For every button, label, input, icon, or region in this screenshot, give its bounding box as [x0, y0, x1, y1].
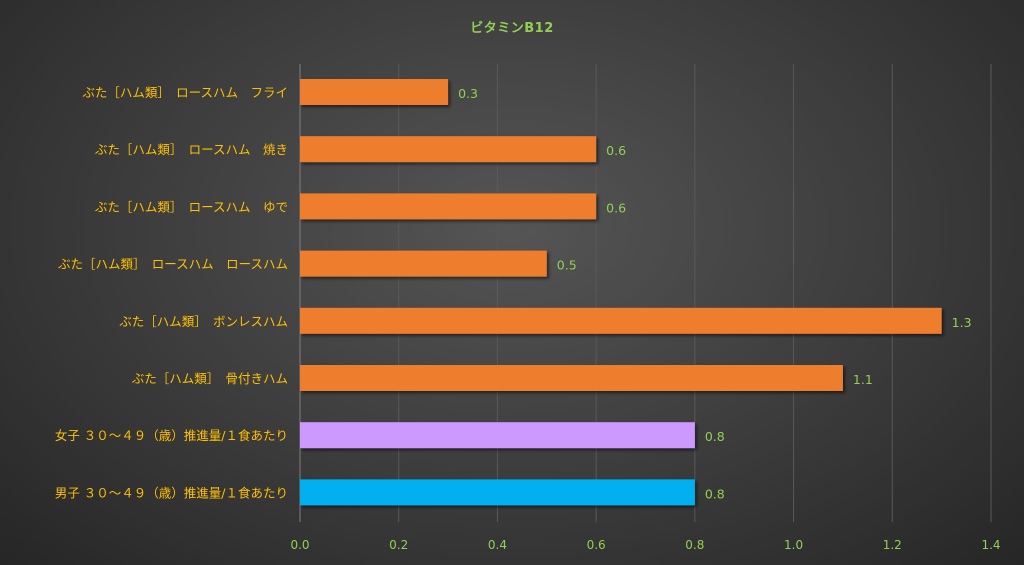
bar: [300, 307, 942, 334]
category-label: 女子 ３０～４９（歳）推進量/１食あたり: [55, 428, 288, 443]
x-tick-label: 0.4: [488, 538, 507, 552]
bar: [300, 479, 695, 506]
x-tick-label: 0.8: [685, 538, 704, 552]
x-tick-label: 1.0: [784, 538, 803, 552]
category-label: ぶた［ハム類］ 骨付きハム: [132, 371, 288, 386]
category-label: ぶた［ハム類］ ロースハム ゆで: [95, 199, 288, 214]
data-label: 0.5: [557, 258, 577, 273]
data-label: 0.3: [458, 86, 478, 101]
data-label: 0.6: [606, 143, 626, 158]
bar: [300, 250, 547, 277]
bars: [300, 79, 942, 506]
x-tick-label: 1.4: [981, 538, 1000, 552]
gridlines: [299, 64, 992, 522]
bar: [300, 136, 597, 163]
x-tick-label: 0.6: [587, 538, 606, 552]
x-tick-label: 0.2: [389, 538, 408, 552]
x-tick-label: 0.0: [290, 538, 309, 552]
bar: [300, 422, 695, 449]
bar: [300, 365, 843, 391]
category-label: ぶた［ハム類］ ロースハム ロースハム: [58, 257, 288, 272]
category-label: ぶた［ハム類］ ロースハム 焼き: [95, 142, 288, 157]
data-label: 0.8: [705, 429, 725, 444]
chart-title: ビタミンB12: [470, 21, 554, 36]
x-tick-label: 1.2: [883, 538, 902, 552]
category-label: ぶた［ハム類］ ロースハム フライ: [82, 85, 288, 100]
data-label: 0.6: [606, 200, 626, 215]
data-label: 1.1: [853, 372, 873, 387]
bar: [300, 193, 597, 220]
data-label: 0.8: [705, 486, 725, 501]
category-label: 男子 ３０～４９（歳）推進量/１食あたり: [55, 485, 288, 500]
data-label: 1.3: [952, 315, 972, 330]
labels: 0.0 0.2 0.4 0.6 0.8 1.0 1.2 1.4 ぶた［ハム類］ ロースハム フラ…: [55, 85, 1001, 552]
bar: [300, 79, 449, 105]
category-label: ぶた［ハム類］ ボンレスハム: [119, 314, 288, 329]
